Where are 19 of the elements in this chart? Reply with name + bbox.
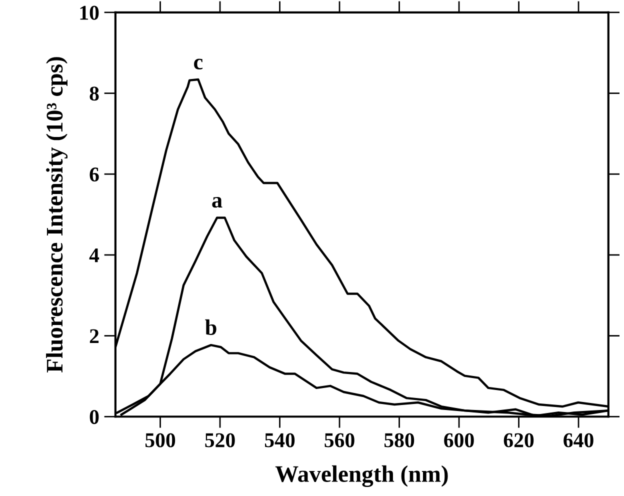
series-label: a bbox=[212, 197, 222, 208]
x-tick-label: 500 bbox=[145, 433, 176, 448]
y-tick-label: 8 bbox=[90, 86, 99, 101]
y-axis-title: Fluorescence Intensity (10³ cps) bbox=[46, 57, 68, 373]
series-label: c bbox=[194, 58, 203, 70]
x-tick-label: 620 bbox=[504, 433, 534, 448]
y-tick-label: 4 bbox=[89, 248, 100, 262]
y-tick-label: 10 bbox=[80, 6, 99, 20]
y-tick-label: 6 bbox=[90, 168, 99, 182]
x-tick-label: 540 bbox=[264, 433, 295, 448]
x-tick-label: 600 bbox=[444, 433, 474, 448]
x-tick-label: 580 bbox=[384, 433, 414, 448]
x-tick-label: 560 bbox=[324, 433, 354, 448]
y-tick-label: 2 bbox=[90, 329, 99, 344]
series-label: b bbox=[205, 319, 216, 336]
x-axis-title: Wavelength (nm) bbox=[275, 465, 448, 487]
y-tick-label: 0 bbox=[90, 410, 99, 424]
x-tick-label: 640 bbox=[564, 433, 594, 448]
x-tick-label: 520 bbox=[205, 433, 235, 448]
